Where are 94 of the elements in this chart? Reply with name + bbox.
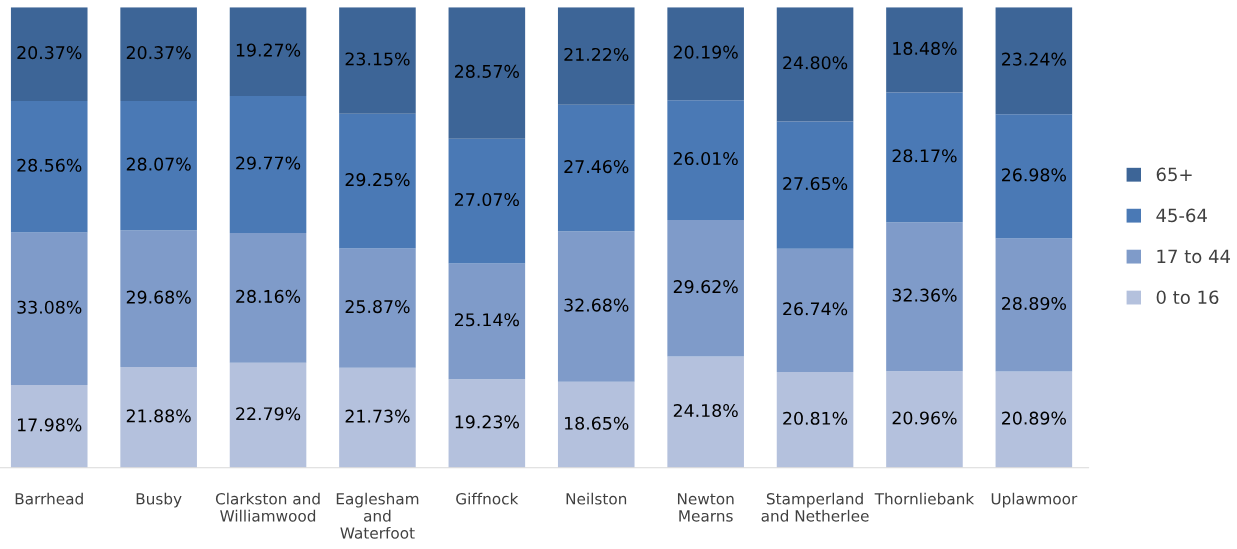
bar (886, 222, 963, 372)
bar (10, 232, 88, 385)
x-tick-label: Stamperland and Netherlee (761, 492, 869, 522)
bar (448, 7, 526, 139)
bar (120, 7, 197, 101)
bar (120, 230, 197, 367)
data-label: 29.77% (236, 156, 301, 170)
bar (886, 371, 963, 468)
bar (10, 7, 88, 102)
data-label: 33.08% (17, 300, 82, 314)
legend-label: 17 to 44 (1157, 249, 1231, 264)
legend-label: 0 to 16 (1156, 290, 1219, 305)
bar (667, 356, 744, 468)
data-label: 23.15% (345, 52, 410, 66)
bar (339, 367, 416, 468)
bar (339, 7, 416, 114)
x-tick-label: Busby (136, 492, 182, 508)
data-label: 28.07% (126, 157, 191, 171)
bar (448, 138, 526, 264)
legend-label: 45-64 (1156, 208, 1207, 223)
data-label: 19.23% (455, 415, 519, 429)
data-label: 20.81% (783, 411, 848, 425)
legend-label: 65+ (1156, 167, 1192, 182)
data-label: 18.65% (565, 416, 629, 430)
bar (667, 219, 744, 357)
bar (776, 371, 854, 468)
data-label: 26.01% (673, 151, 738, 166)
bar (557, 381, 635, 468)
data-label: 23.24% (1002, 52, 1066, 66)
data-label: 28.57% (455, 64, 519, 78)
bar (995, 238, 1073, 372)
data-label: 17.98% (18, 418, 82, 432)
x-tick-label: Newton Mearns (677, 493, 734, 522)
data-label: 21.88% (126, 409, 191, 423)
bar (995, 114, 1073, 239)
data-label: 21.73% (345, 409, 410, 423)
bar (995, 7, 1073, 115)
bar (229, 233, 307, 363)
data-label: 27.46% (564, 160, 629, 174)
bar (229, 95, 307, 234)
data-label: 28.16% (236, 289, 301, 303)
data-label: 21.22% (564, 47, 629, 62)
data-label: 32.36% (892, 288, 957, 302)
bar (120, 101, 197, 231)
bar (776, 7, 854, 122)
bar (229, 362, 307, 468)
bar (120, 366, 197, 468)
bar (667, 7, 744, 101)
data-label: 20.37% (126, 46, 191, 60)
data-label: 20.37% (17, 46, 82, 60)
bar (886, 7, 963, 93)
data-label: 20.96% (892, 411, 957, 425)
data-label: 18.48% (893, 41, 957, 55)
bar (10, 384, 88, 468)
data-label: 24.18% (673, 403, 738, 418)
x-tick-label: Barrhead (15, 492, 83, 505)
data-label: 22.79% (236, 407, 301, 421)
data-label: 27.07% (455, 192, 519, 207)
data-label: 28.17% (892, 149, 957, 163)
x-tick-label: Clarkston and Williamwood (215, 492, 320, 522)
data-label: 26.98% (1002, 168, 1066, 182)
x-tick-label: Uplawmoor (991, 492, 1078, 508)
bar (776, 121, 854, 249)
bar (339, 113, 416, 249)
data-label: 19.27% (236, 43, 301, 57)
data-label: 29.25% (345, 173, 410, 187)
data-label: 28.89% (1002, 296, 1066, 311)
data-label: 24.80% (783, 56, 848, 70)
data-label: 25.87% (345, 300, 410, 314)
bar (667, 100, 744, 220)
bar (776, 248, 854, 372)
data-label: 20.89% (1002, 411, 1066, 425)
bar (448, 379, 526, 468)
bar (886, 92, 963, 223)
data-label: 20.19% (673, 45, 738, 59)
x-tick-label: Thornliebank (874, 492, 975, 505)
data-label: 28.56% (17, 158, 82, 172)
bar (557, 7, 635, 105)
bar (557, 231, 635, 382)
data-label: 27.65% (783, 176, 848, 191)
bar (557, 104, 635, 232)
bar (339, 248, 416, 368)
bar (229, 7, 307, 96)
x-tick-label: Neilston (566, 492, 627, 505)
data-label: 25.14% (455, 313, 519, 327)
bar (10, 101, 88, 233)
x-tick-label: Eaglesham and Waterfoot (336, 492, 419, 539)
data-label: 26.74% (783, 302, 848, 316)
data-label: 29.68% (126, 290, 191, 304)
bar (448, 263, 526, 380)
data-label: 32.68% (564, 298, 629, 312)
x-tick-label: Giffnock (456, 492, 519, 505)
bar (995, 371, 1073, 468)
data-label: 29.62% (673, 280, 738, 294)
